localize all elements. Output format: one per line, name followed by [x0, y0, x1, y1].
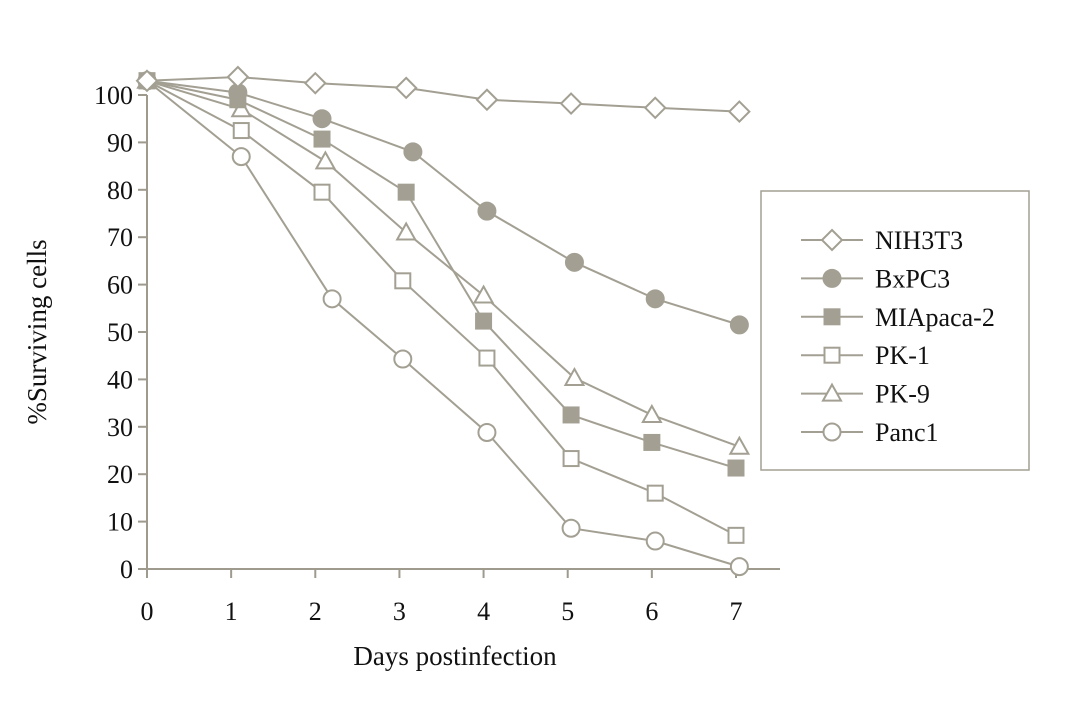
y-ticks: 0 10 20 30 40 50 60 70 80 90 100 [94, 81, 147, 584]
data-point-pk-1 [646, 484, 664, 502]
legend-marker-bxpc3 [822, 268, 842, 288]
data-point-pk-1 [727, 526, 745, 544]
series-line-nih3t3 [146, 75, 740, 113]
data-point-bxpc3 [403, 142, 423, 162]
data-point-miapaca-2 [397, 183, 415, 201]
y-tick-label: 10 [107, 508, 133, 537]
legend-marker-pk-9 [821, 382, 843, 402]
data-point-nih3t3 [394, 76, 418, 100]
data-point-pk-9 [314, 150, 337, 170]
axes [146, 95, 780, 570]
legend-items: NIH3T3 BxPC3 MIApaca-2 PK-1 PK-9 Panc1 [801, 226, 995, 447]
legend-marker-panc1 [822, 422, 842, 442]
x-tick-label: 4 [477, 597, 490, 626]
x-tick-label: 7 [730, 597, 743, 626]
legend-entry-bxpc3: BxPC3 [801, 264, 950, 293]
data-point-panc1 [393, 349, 413, 369]
series-line-pk-9 [146, 79, 740, 448]
data-point-nih3t3 [643, 96, 667, 120]
legend-label: Panc1 [875, 418, 939, 447]
legend-label: BxPC3 [875, 264, 950, 293]
data-point-nih3t3 [303, 71, 327, 95]
legend-entry-pk-1: PK-1 [801, 341, 930, 370]
data-point-miapaca-2 [475, 312, 493, 330]
legend-marker-nih3t3 [820, 228, 844, 252]
legend-label: NIH3T3 [875, 226, 963, 255]
legend: NIH3T3 BxPC3 MIApaca-2 PK-1 PK-9 Panc1 [760, 190, 1030, 471]
data-point-miapaca-2 [313, 130, 331, 148]
data-point-pk-9 [395, 221, 417, 241]
legend-label: PK-1 [875, 341, 930, 370]
y-tick-label: 0 [120, 555, 133, 584]
legend-entry-pk-9: PK-9 [801, 380, 930, 409]
data-point-pk-9 [472, 284, 495, 304]
data-point-panc1 [729, 557, 749, 577]
series-nih3t3 [135, 65, 751, 124]
data-point-nih3t3 [559, 92, 583, 115]
y-tick-label: 90 [107, 128, 133, 157]
series-line-bxpc3 [146, 79, 740, 326]
legend-label: MIApaca-2 [875, 303, 995, 332]
data-point-miapaca-2 [562, 406, 580, 424]
data-point-miapaca-2 [727, 459, 745, 477]
data-point-nih3t3 [226, 65, 250, 89]
x-tick-label: 1 [225, 597, 238, 626]
series-pk-1 [138, 72, 745, 544]
legend-box [760, 190, 1030, 471]
x-tick-label: 0 [141, 597, 154, 626]
data-point-nih3t3 [135, 69, 159, 93]
y-tick-label: 30 [107, 413, 133, 442]
legend-entry-panc1: Panc1 [801, 418, 939, 447]
series-line-panc1 [146, 80, 740, 568]
data-point-nih3t3 [475, 88, 499, 112]
data-point-miapaca-2 [643, 433, 661, 451]
x-tick-label: 6 [645, 597, 658, 626]
data-point-pk-1 [394, 272, 412, 290]
data-point-pk-9 [728, 435, 751, 455]
x-tick-label: 3 [393, 597, 406, 626]
y-tick-label: 100 [94, 81, 133, 110]
data-point-pk-1 [313, 183, 331, 201]
data-point-panc1 [477, 422, 497, 442]
y-tick-label: 60 [107, 271, 133, 300]
data-point-nih3t3 [727, 100, 751, 124]
series-pk-9 [136, 69, 751, 455]
y-tick-label: 70 [107, 223, 133, 252]
data-point-bxpc3 [729, 315, 749, 335]
series-layer [135, 65, 751, 577]
data-point-panc1 [561, 518, 581, 538]
y-tick-label: 20 [107, 460, 133, 489]
data-point-panc1 [322, 289, 342, 309]
data-point-panc1 [231, 147, 251, 167]
data-point-pk-9 [563, 366, 586, 386]
data-point-bxpc3 [477, 201, 497, 221]
y-tick-label: 50 [107, 318, 133, 347]
x-axis-title: Days postinfection [353, 641, 557, 671]
data-point-bxpc3 [312, 109, 332, 129]
data-point-bxpc3 [645, 289, 665, 309]
legend-marker-miapaca-2 [823, 308, 841, 326]
legend-entry-nih3t3: NIH3T3 [801, 226, 963, 255]
series-line-miapaca-2 [146, 79, 737, 469]
data-point-pk-1 [562, 450, 580, 468]
x-ticks: 0 1 2 3 4 5 6 7 [141, 569, 743, 626]
y-tick-label: 40 [107, 365, 133, 394]
data-point-bxpc3 [564, 252, 584, 272]
data-point-panc1 [645, 531, 665, 551]
data-point-pk-1 [232, 122, 250, 140]
x-tick-label: 5 [561, 597, 574, 626]
data-point-pk-9 [641, 403, 663, 423]
legend-marker-pk-1 [823, 346, 841, 364]
series-line-pk-1 [146, 79, 737, 537]
legend-entry-miapaca-2: MIApaca-2 [801, 303, 995, 332]
y-axis-title: %Surviving cells [22, 239, 52, 424]
x-tick-label: 2 [309, 597, 322, 626]
data-point-pk-1 [478, 349, 496, 367]
y-tick-label: 80 [107, 176, 133, 205]
legend-label: PK-9 [875, 380, 930, 409]
